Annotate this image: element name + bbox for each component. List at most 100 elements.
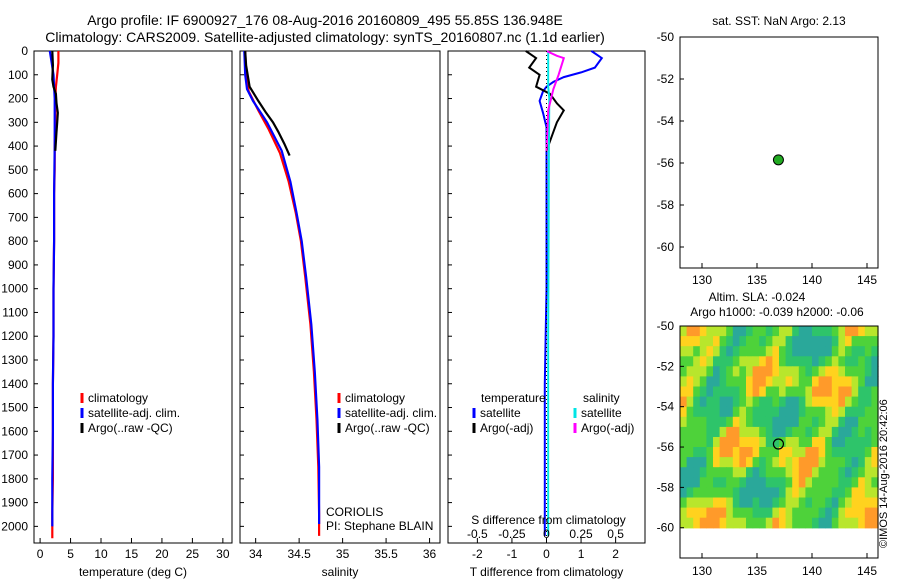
salinity-xlabel: salinity bbox=[322, 565, 359, 579]
sla-heatmap-cell bbox=[746, 416, 754, 428]
sst-map-title: sat. SST: NaN Argo: 2.13 bbox=[712, 14, 846, 28]
sla-heatmap-cell bbox=[726, 366, 734, 377]
depth-tick-label: 1700 bbox=[1, 448, 28, 462]
sla-heatmap-cell bbox=[779, 487, 787, 499]
sla-map-xtick-label: 135 bbox=[747, 564, 767, 578]
sla-heatmap-cell bbox=[864, 326, 872, 337]
sla-heatmap-cell bbox=[706, 386, 714, 398]
sla-heatmap-cell bbox=[726, 517, 734, 529]
sla-heatmap-cell bbox=[706, 477, 714, 488]
sla-heatmap-cell bbox=[752, 336, 760, 347]
temperature-xtick-label: 30 bbox=[216, 547, 230, 561]
sla-heatmap-cell bbox=[759, 477, 767, 488]
sla-heatmap-cell bbox=[838, 517, 846, 529]
sla-heatmap-cell bbox=[818, 396, 826, 408]
sla-heatmap-cell bbox=[812, 507, 820, 519]
sla-heatmap-cell bbox=[732, 396, 740, 408]
sla-heatmap-cell bbox=[851, 326, 859, 337]
sla-heatmap-cell bbox=[772, 396, 780, 408]
sla-heatmap-cell bbox=[812, 406, 820, 418]
sla-heatmap-cell bbox=[680, 386, 688, 398]
sla-heatmap-cell bbox=[765, 326, 773, 337]
sla-heatmap-cell bbox=[726, 406, 734, 418]
sla-heatmap-cell bbox=[759, 497, 767, 509]
sla-heatmap-cell bbox=[851, 376, 859, 388]
sla-heatmap-cell bbox=[693, 507, 701, 519]
temperature-legend-1-label: satellite-adj. clim. bbox=[88, 406, 180, 420]
sla-heatmap-cell bbox=[713, 376, 721, 388]
sla-heatmap-cell bbox=[785, 477, 793, 488]
sla-heatmap-cell bbox=[831, 356, 839, 367]
sla-heatmap-cell bbox=[726, 396, 734, 408]
sla-heatmap-cell bbox=[719, 396, 727, 408]
sla-heatmap-cell bbox=[699, 356, 707, 367]
sla-heatmap-cell bbox=[739, 346, 747, 357]
sla-heatmap-cell bbox=[792, 396, 800, 408]
sla-heatmap-cell bbox=[805, 487, 813, 499]
sla-heatmap-cell bbox=[838, 386, 846, 398]
sla-heatmap-cell bbox=[746, 426, 754, 438]
sla-heatmap-cell bbox=[838, 396, 846, 408]
sla-heatmap-cell bbox=[779, 346, 787, 357]
sla-heatmap-cell bbox=[779, 356, 787, 367]
difference-series-3 bbox=[545, 50, 566, 151]
sla-heatmap-cell bbox=[686, 487, 694, 499]
difference-legend-t-satellite-label: satellite bbox=[480, 406, 521, 420]
sla-heatmap-cell bbox=[779, 386, 787, 398]
sla-heatmap-cell bbox=[746, 447, 754, 458]
sla-heatmap-cell bbox=[680, 477, 688, 488]
sla-heatmap-cell bbox=[798, 477, 806, 488]
figure-title-line-2: Climatology: CARS2009. Satellite-adjuste… bbox=[45, 29, 605, 45]
sla-heatmap-cell bbox=[785, 406, 793, 418]
depth-tick-label: 1300 bbox=[1, 353, 28, 367]
sla-heatmap-cell bbox=[785, 507, 793, 519]
sla-heatmap-cell bbox=[699, 507, 707, 519]
depth-tick-label: 2000 bbox=[1, 519, 28, 533]
sla-heatmap-cell bbox=[779, 447, 787, 458]
sla-heatmap-cell bbox=[864, 426, 872, 438]
sla-heatmap-cell bbox=[759, 356, 767, 367]
copyright-credit: ©IMOS 14-Aug-2016 20:42:06 bbox=[878, 399, 890, 548]
sla-heatmap-cell bbox=[680, 396, 688, 408]
depth-tick-label: 700 bbox=[8, 210, 28, 224]
sla-heatmap-cell bbox=[838, 507, 846, 519]
sla-heatmap-cell bbox=[792, 507, 800, 519]
sla-heatmap-cell bbox=[864, 507, 872, 519]
sla-heatmap-cell bbox=[772, 376, 780, 388]
sla-heatmap-cell bbox=[752, 356, 760, 367]
sla-map-ytick-label: -56 bbox=[657, 440, 675, 454]
sla-heatmap-cell bbox=[805, 416, 813, 428]
sla-heatmap-cell bbox=[845, 346, 853, 357]
difference-series-2 bbox=[547, 51, 551, 536]
sla-heatmap-cell bbox=[864, 366, 872, 377]
sla-heatmap-cell bbox=[765, 406, 773, 418]
sla-heatmap-cell bbox=[812, 396, 820, 408]
sla-heatmap-cell bbox=[772, 447, 780, 458]
sla-heatmap-cell bbox=[792, 416, 800, 428]
sla-heatmap-cell bbox=[798, 517, 806, 529]
sla-heatmap-cell bbox=[719, 406, 727, 418]
sla-heatmap-cell bbox=[825, 426, 833, 438]
sla-heatmap-cell bbox=[706, 467, 714, 478]
sla-heatmap-cell bbox=[739, 507, 747, 519]
sla-heatmap-cell bbox=[838, 346, 846, 357]
sla-heatmap-cell bbox=[680, 467, 688, 478]
sla-heatmap-cell bbox=[798, 497, 806, 509]
sla-heatmap-cell bbox=[772, 507, 780, 519]
sla-heatmap-cell bbox=[732, 487, 740, 499]
sla-heatmap-cell bbox=[792, 517, 800, 529]
sla-heatmap-cell bbox=[699, 477, 707, 488]
sla-heatmap-cell bbox=[851, 356, 859, 367]
sla-heatmap-cell bbox=[805, 336, 813, 347]
depth-tick-label: 1000 bbox=[1, 282, 28, 296]
difference-xtick-label: 2 bbox=[612, 547, 619, 561]
sla-heatmap-cell bbox=[858, 326, 866, 337]
sla-heatmap-cell bbox=[719, 497, 727, 509]
temperature-xtick-label: 25 bbox=[186, 547, 200, 561]
sla-heatmap-cell bbox=[825, 406, 833, 418]
sla-map-xtick-label: 130 bbox=[692, 564, 712, 578]
temperature-xtick-label: 5 bbox=[67, 547, 74, 561]
sla-heatmap-cell bbox=[818, 326, 826, 337]
sla-heatmap-cell bbox=[686, 386, 694, 398]
sla-heatmap-cell bbox=[864, 356, 872, 367]
